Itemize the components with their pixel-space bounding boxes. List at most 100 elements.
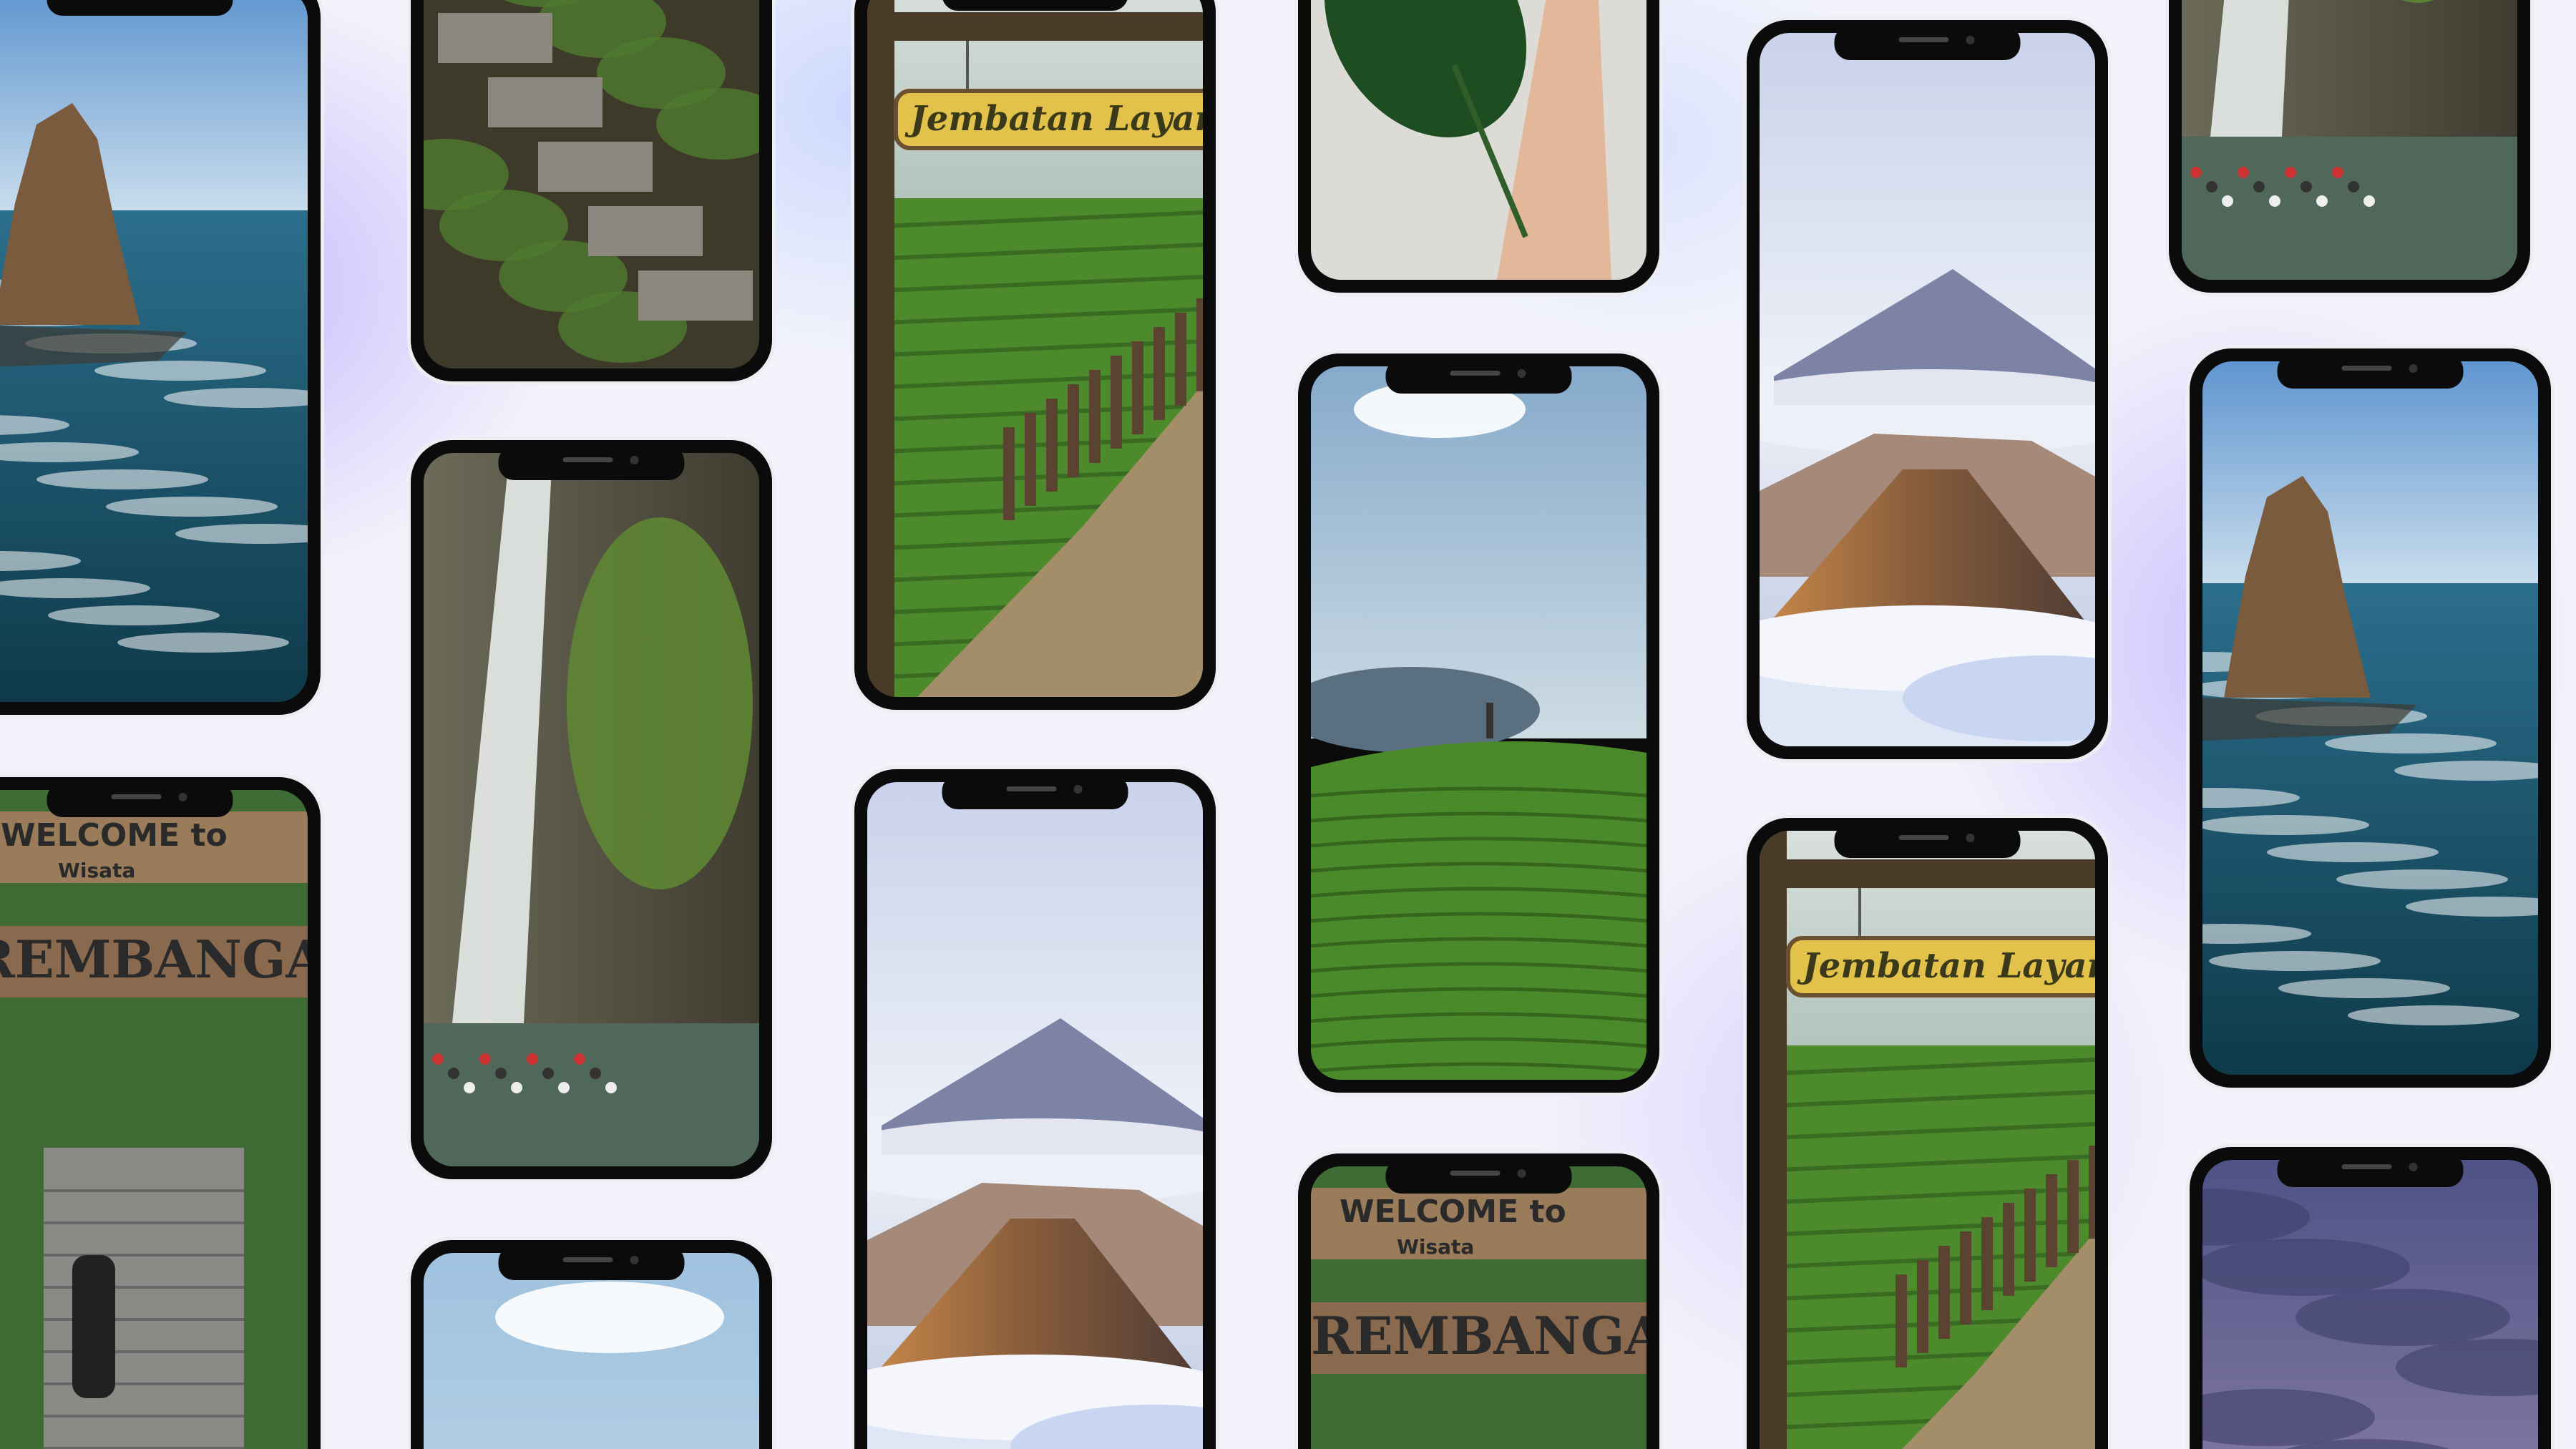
visitor: [495, 1068, 507, 1079]
pool: [424, 1023, 759, 1166]
post: [2003, 1203, 2014, 1296]
visitor: [2238, 167, 2249, 178]
foam: [2348, 1005, 2519, 1025]
foam: [0, 415, 69, 435]
cloud: [1010, 1405, 1203, 1449]
foam: [2278, 978, 2450, 998]
notch: [498, 446, 685, 480]
cone: [867, 1219, 1203, 1383]
stem: [1451, 64, 1528, 238]
notch: [2277, 354, 2464, 389]
bush: [499, 240, 628, 312]
sign-text: REMBANGAN: [1311, 1305, 1712, 1366]
phone: [407, 436, 776, 1183]
rocks: [0, 325, 187, 368]
cloud: [2202, 1239, 2410, 1296]
phone: [407, 1236, 776, 1449]
post: [1111, 356, 1122, 449]
cloud: [1354, 381, 1526, 438]
foam: [2209, 951, 2381, 971]
foam: [2325, 733, 2497, 753]
post: [1132, 341, 1143, 434]
foam: [164, 388, 308, 408]
post: [1089, 370, 1101, 463]
tea-row: [1311, 962, 1646, 973]
phone: [1743, 16, 2112, 763]
visitor: [464, 1082, 475, 1093]
notch: [1834, 26, 2021, 60]
foam: [2406, 897, 2538, 917]
speaker: [562, 457, 613, 462]
post: [1175, 313, 1186, 406]
foam: [0, 442, 139, 462]
speaker: [2341, 366, 2392, 371]
post: [1153, 327, 1165, 420]
stone: [638, 270, 753, 321]
visitor: [511, 1082, 522, 1093]
visitor: [2348, 181, 2359, 192]
foam: [2202, 815, 2369, 835]
phone: [1294, 350, 1663, 1096]
stone: [588, 206, 703, 256]
speaker: [111, 794, 162, 799]
post: [1046, 399, 1058, 492]
plank: [1311, 1188, 1646, 1259]
visitor: [605, 1082, 617, 1093]
visitor: [2301, 181, 2312, 192]
cone: [1760, 469, 2095, 634]
phone: [0, 0, 324, 718]
post: [1981, 1217, 1993, 1310]
foam: [2336, 869, 2508, 889]
post: [2046, 1174, 2057, 1267]
visitor: [2190, 167, 2202, 178]
tea-row: [1311, 887, 1646, 898]
bush: [597, 37, 726, 109]
screen: [2202, 1160, 2538, 1449]
speaker: [1006, 786, 1057, 791]
leaf: [1324, 0, 1527, 137]
rocks: [2202, 698, 2417, 741]
phone: [2186, 1143, 2555, 1449]
post: [2089, 1146, 2095, 1239]
tea-row: [1760, 1186, 2095, 1205]
visitor: [527, 1053, 538, 1065]
foam: [2394, 761, 2538, 781]
speaker: [1450, 371, 1501, 376]
visitor: [574, 1053, 585, 1065]
phone: [2165, 0, 2534, 296]
tea-row: [1311, 836, 1646, 848]
visitor: [2285, 167, 2296, 178]
moss: [567, 517, 753, 889]
screen: [424, 453, 759, 1166]
screen: Jembatan Layang Ki: [1760, 831, 2095, 1449]
notch: [2277, 1153, 2464, 1187]
sign-text: REMBANGAN: [0, 929, 373, 990]
cloud: [1760, 369, 2095, 455]
stone: [538, 142, 653, 192]
screen: WELCOME to Wisata REMBANGAN: [1311, 1166, 1712, 1449]
sign-text: WELCOME to: [1, 817, 228, 854]
boardwalk: [917, 384, 1203, 697]
camera: [1517, 369, 1526, 378]
sign-text: WELCOME to: [1340, 1194, 1566, 1230]
visitor: [2222, 195, 2233, 207]
post: [1196, 298, 1203, 391]
notch: [1385, 1159, 1572, 1194]
frame-top: [1760, 859, 2095, 888]
screen: [1311, 0, 1646, 280]
sign-text: Jembatan Layang Ki: [904, 99, 1299, 139]
notch: [47, 0, 233, 16]
sign-text: Wisata: [58, 859, 135, 882]
screen: [424, 1253, 759, 1449]
screen: [2182, 0, 2517, 280]
bush: [424, 139, 509, 210]
post: [1917, 1260, 1928, 1353]
stone: [438, 13, 552, 63]
visitor: [448, 1068, 459, 1079]
camera: [2409, 364, 2418, 373]
notch: [942, 0, 1128, 11]
tea-row: [867, 275, 1203, 293]
speaker: [1898, 835, 1949, 840]
tea-row: [1311, 1037, 1646, 1048]
